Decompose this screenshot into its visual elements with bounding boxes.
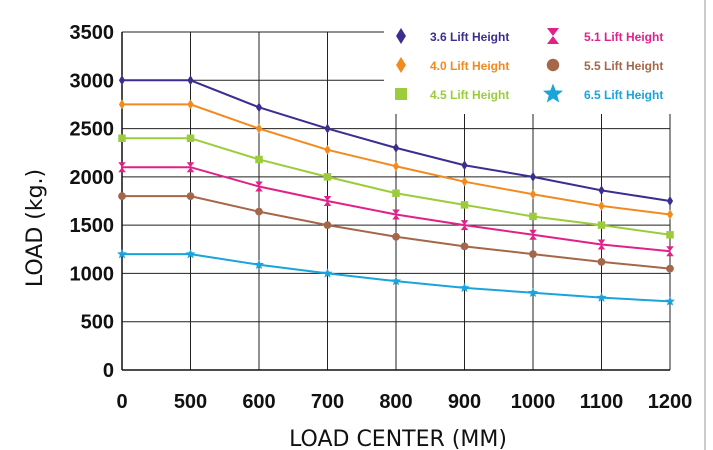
x-tick-label: 1000: [511, 391, 556, 413]
data-point: [255, 123, 263, 134]
data-point: [461, 160, 468, 171]
x-tick-label: 600: [242, 391, 275, 413]
series-line-3: [122, 166, 671, 253]
legend-label: 4.0 Lift Height: [430, 59, 509, 73]
data-point: [185, 248, 196, 259]
data-point: [186, 162, 195, 173]
data-point: [391, 275, 401, 286]
data-point: [665, 296, 675, 306]
data-point: [461, 176, 468, 187]
data-point: [666, 246, 674, 257]
data-point: [186, 134, 195, 142]
y-tick-label: 2500: [70, 119, 115, 141]
x-tick-labels: 0 500 600 700 800 900 1000 1100 1200: [116, 391, 692, 413]
y-tick-label: 1500: [70, 215, 115, 237]
data-point: [596, 292, 607, 302]
y-tick-label: 1000: [70, 263, 115, 285]
grid-lines: [121, 31, 671, 371]
data-point: [529, 189, 537, 200]
data-point: [118, 162, 126, 173]
x-tick-label: 700: [311, 391, 344, 413]
data-point: [255, 181, 263, 192]
data-point: [666, 196, 674, 206]
data-point: [598, 185, 605, 196]
legend-label: 6.5 Lift Height: [584, 88, 663, 102]
legend-marker: [546, 58, 560, 72]
data-point: [187, 75, 194, 86]
y-tick-label: 3000: [70, 70, 115, 92]
legend-label: 4.5 Lift Height: [430, 88, 509, 102]
y-axis-label: LOAD (kg.): [23, 169, 48, 287]
data-point: [118, 99, 126, 110]
data-point: [255, 207, 263, 216]
legend-label: 5.1 Lift Height: [584, 30, 663, 44]
data-point: [460, 201, 469, 209]
data-point: [597, 221, 606, 229]
x-axis-label: LOAD CENTER (MM): [289, 427, 507, 450]
data-point: [666, 209, 674, 220]
data-point: [666, 264, 674, 273]
x-tick-label: 0: [116, 391, 127, 413]
data-point: [597, 239, 606, 250]
data-point: [118, 75, 126, 86]
data-point: [666, 231, 674, 239]
y-tick-label: 0: [103, 360, 114, 382]
data-point: [597, 257, 606, 266]
data-point: [392, 161, 400, 172]
legend-label: 5.5 Lift Height: [584, 59, 663, 73]
data-point: [255, 155, 263, 164]
legend-marker: [395, 88, 407, 100]
y-tick-label: 2000: [70, 167, 115, 189]
data-point: [254, 259, 264, 269]
x-tick-label: 1200: [648, 391, 693, 413]
data-point: [255, 102, 263, 113]
data-point: [529, 171, 537, 182]
x-tick-label: 900: [448, 391, 481, 413]
data-point: [392, 232, 400, 241]
legend: 3.6 Lift Height 4.0 Lift Height 4.5 Lift H…: [384, 20, 680, 114]
data-point: [392, 189, 400, 198]
data-point: [459, 282, 470, 293]
data-point: [529, 212, 537, 221]
data-point: [323, 221, 332, 230]
legend-marker: [547, 28, 559, 44]
data-point: [323, 173, 332, 181]
x-tick-label: 800: [379, 391, 412, 413]
data-point: [392, 209, 400, 220]
data-point: [186, 192, 195, 201]
data-point: [323, 196, 332, 206]
data-point: [118, 192, 126, 201]
x-tick-label: 500: [174, 391, 207, 413]
data-point: [598, 200, 605, 211]
legend-box: [384, 20, 680, 114]
data-point: [187, 99, 194, 110]
y-tick-labels: 0 500 1000 1500 2000 2500 3000 3500: [70, 22, 115, 382]
y-tick-label: 500: [81, 312, 114, 334]
x-tick-label: 1100: [580, 391, 623, 413]
legend-label: 3.6 Lift Height: [430, 30, 509, 44]
data-point: [324, 123, 331, 134]
legend-marker: [396, 28, 406, 44]
legend-marker: [396, 57, 406, 73]
data-point: [460, 242, 469, 251]
data-point: [322, 268, 333, 278]
data-point: [529, 229, 537, 240]
data-point: [118, 134, 126, 142]
data-point: [529, 250, 537, 259]
data-point: [460, 220, 469, 231]
data-point: [324, 144, 331, 155]
legend-marker: [543, 83, 563, 103]
series-markers: [117, 75, 675, 306]
data-point: [392, 142, 400, 153]
data-point: [528, 287, 538, 297]
data-point: [117, 248, 127, 259]
y-tick-label: 3500: [70, 22, 115, 44]
